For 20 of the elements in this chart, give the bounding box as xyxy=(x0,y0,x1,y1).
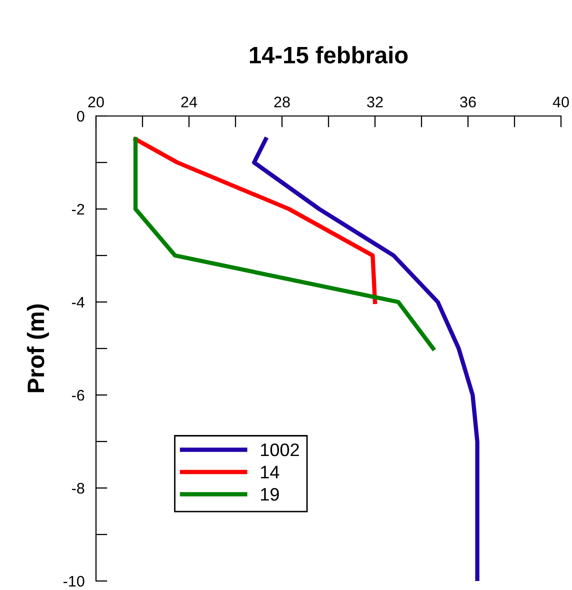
legend-label: 1002 xyxy=(261,443,299,456)
chart-title: 14-15 febbraio xyxy=(250,46,408,64)
y-tick-label: -10 xyxy=(63,576,84,587)
x-tick-label: 40 xyxy=(552,96,569,108)
x-tick-label: 20 xyxy=(88,96,104,108)
x-tick-label: 28 xyxy=(274,96,290,108)
legend-label: 14 xyxy=(261,466,280,478)
line-series xyxy=(252,137,480,581)
y-tick-label: 0 xyxy=(76,110,84,122)
y-tick-label: -6 xyxy=(72,390,84,401)
line-series xyxy=(133,137,436,351)
x-tick-label: 36 xyxy=(460,96,476,108)
y-axis-title: Prof (m) xyxy=(26,304,49,392)
y-tick-label: -8 xyxy=(72,482,84,494)
x-tick-label: 32 xyxy=(367,96,383,108)
line-series xyxy=(133,137,378,304)
x-tick-label: 24 xyxy=(181,96,198,108)
y-tick-label: -2 xyxy=(72,204,84,215)
y-tick-label: -4 xyxy=(72,297,84,308)
legend-label: 19 xyxy=(261,488,279,501)
